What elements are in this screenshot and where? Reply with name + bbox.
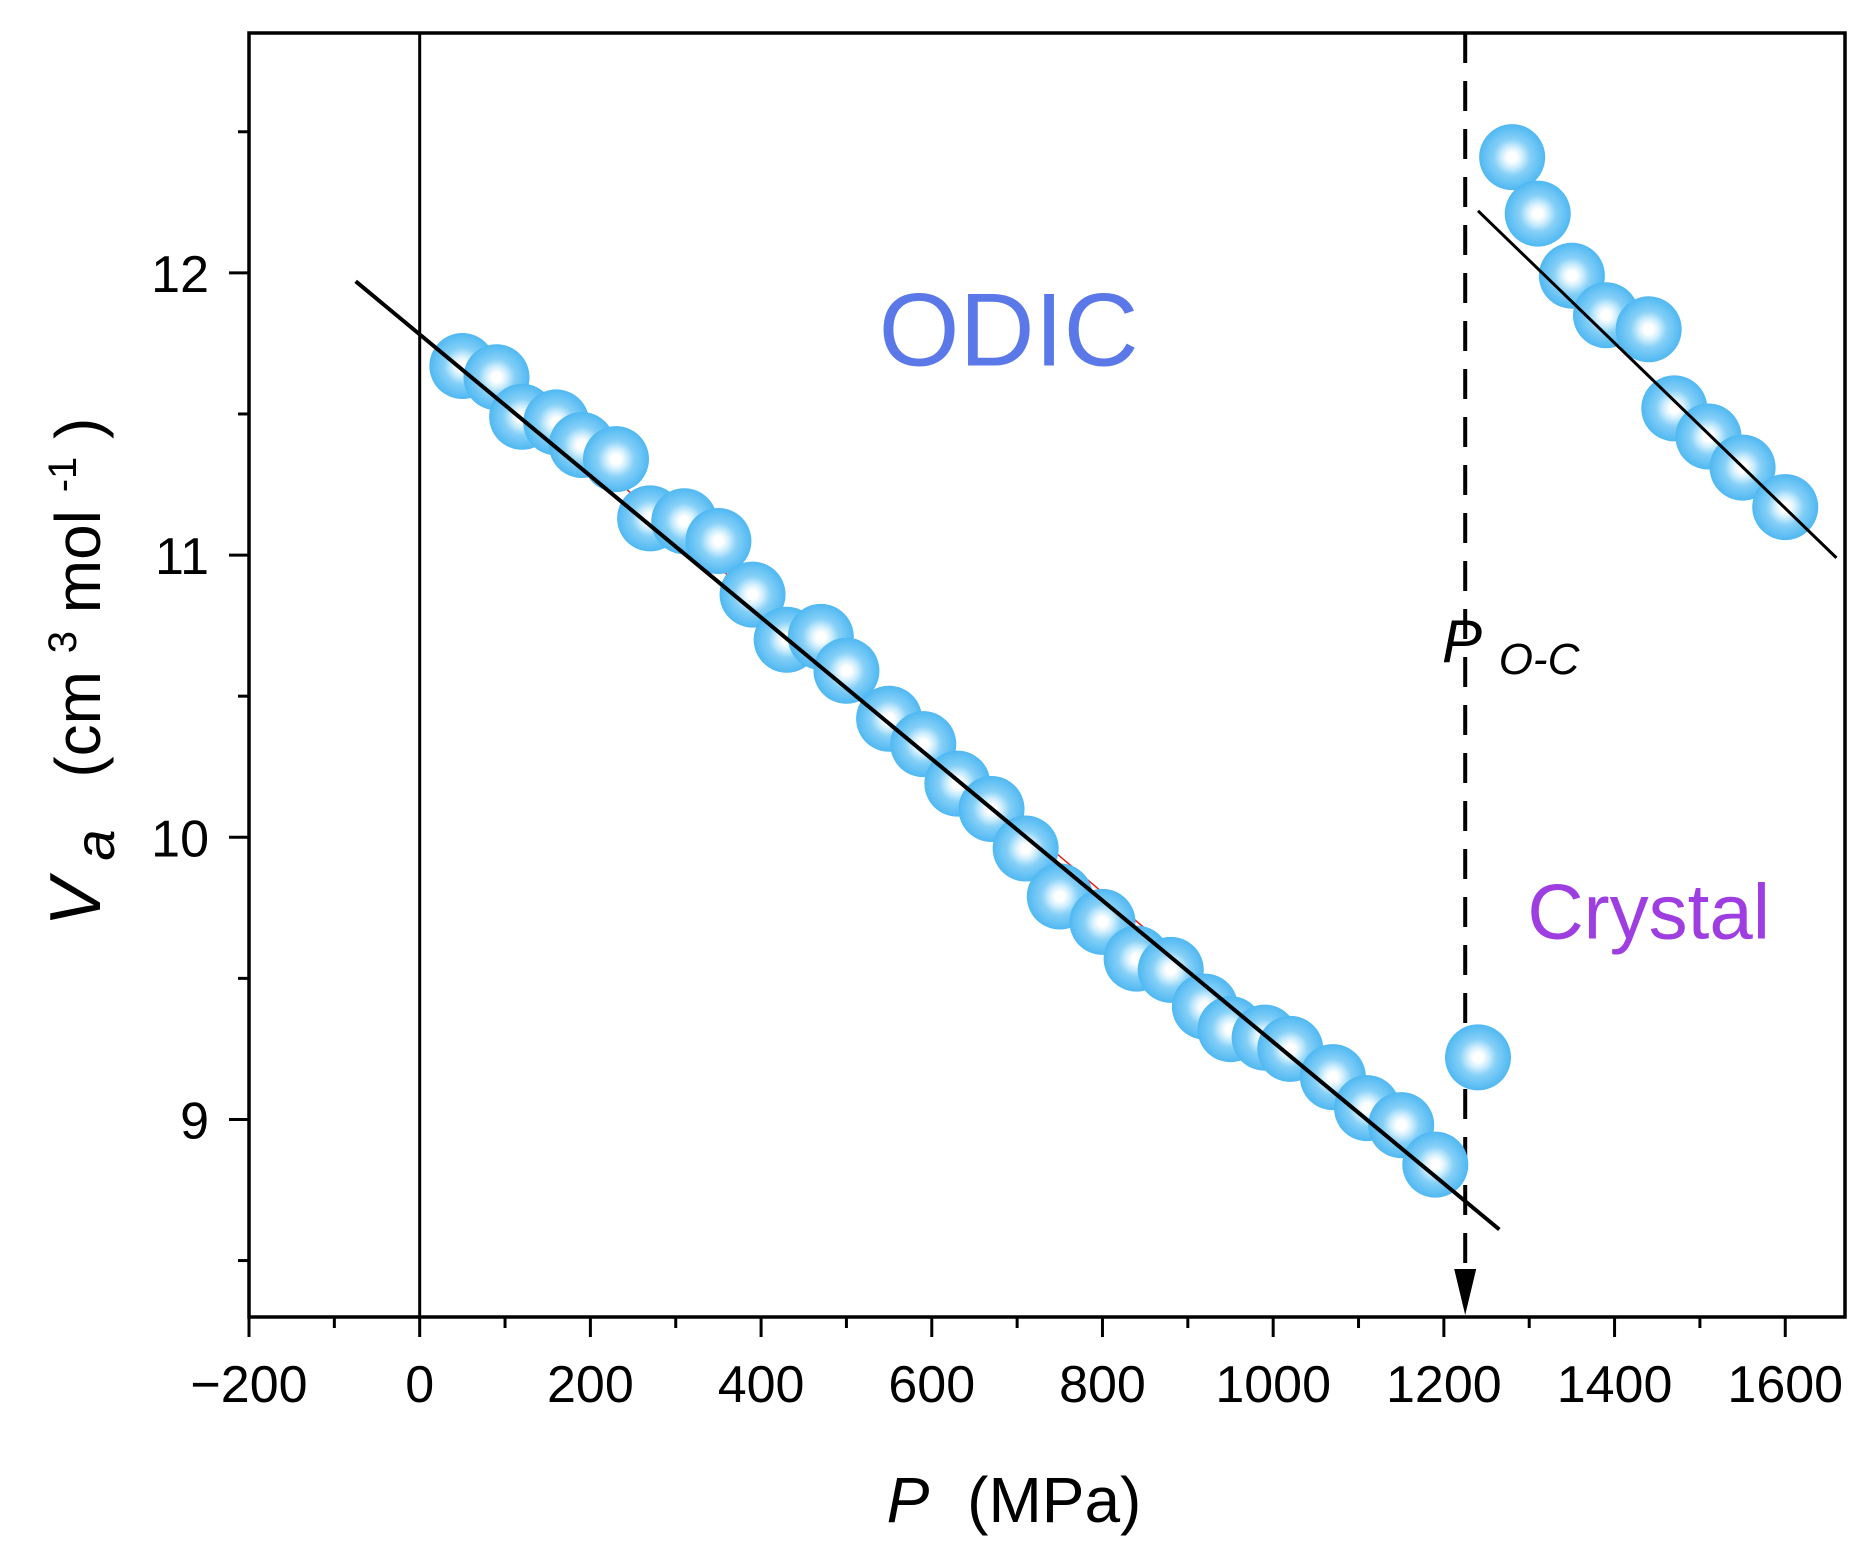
reference-lines-layer: [418, 33, 1477, 1317]
data-point-crystal: [1504, 180, 1571, 247]
data-point-marker: [1445, 1024, 1512, 1091]
y-axis-symbol: V: [36, 872, 116, 926]
y-axis-subscript: a: [63, 829, 126, 860]
data-point-odic: [1402, 1131, 1469, 1198]
transition-label: P O-C: [1442, 608, 1581, 684]
x-tick-label: −200: [190, 1356, 307, 1414]
y-axis-unit-sup2: -1: [41, 457, 85, 493]
y-tick-label: 11: [155, 528, 209, 586]
plot-frame: [247, 31, 1847, 1319]
y-axis-unit-mid: mol: [42, 510, 114, 613]
data-point-odic: [992, 815, 1059, 882]
x-tick-label: 200: [547, 1356, 634, 1414]
fit-line-odic: [354, 279, 1501, 1232]
y-tick-label: 10: [151, 810, 209, 868]
x-axis-unit: (MPa): [967, 1464, 1141, 1536]
y-axis-unit-sup1: 3: [41, 631, 85, 653]
ticks-layer: −200 0 200 400 600 800 1000 1200 1400 1600 9 10 11 12: [151, 130, 1843, 1414]
data-point-odic: [813, 637, 880, 704]
data-point-marker: [1615, 296, 1682, 363]
transition-symbol: P: [1442, 608, 1482, 675]
x-axis-symbol: P: [887, 1464, 930, 1536]
plot-frame-layer: [247, 31, 1847, 1319]
data-point-odic: [685, 507, 752, 574]
data-point-marker: [685, 507, 752, 574]
data-point-odic: [582, 426, 649, 493]
data-point-marker: [1479, 124, 1546, 191]
x-tick-label: 0: [405, 1356, 434, 1414]
y-axis-unit-close: ): [42, 418, 114, 439]
x-tick-label: 800: [1059, 1356, 1146, 1414]
data-point-marker: [582, 426, 649, 493]
data-point-marker: [1504, 180, 1571, 247]
x-tick-label: 600: [888, 1356, 975, 1414]
annotation-crystal: Crystal: [1527, 868, 1770, 956]
data-point-marker: [992, 815, 1059, 882]
data-point-odic: [719, 561, 786, 628]
x-tick-label: 1600: [1727, 1356, 1843, 1414]
data-point-crystal: [1445, 1024, 1512, 1091]
data-point-marker: [719, 561, 786, 628]
x-tick-label: 1200: [1386, 1356, 1502, 1414]
data-points-layer: [429, 124, 1819, 1198]
text-layer: P (MPa) V a (cm 3 mol -1 ) P O-C ODIC Cr…: [18, 272, 1770, 1536]
y-axis-unit-open: (cm: [42, 671, 114, 778]
transition-subscript: O-C: [1499, 635, 1581, 684]
data-point-crystal: [1479, 124, 1546, 191]
x-tick-label: 400: [718, 1356, 805, 1414]
x-tick-label: 1000: [1215, 1356, 1331, 1414]
y-tick-label: 12: [151, 246, 209, 304]
data-point-marker: [813, 637, 880, 704]
transition-arrowhead: [1454, 1269, 1477, 1315]
x-tick-label: 1400: [1557, 1356, 1673, 1414]
data-point-crystal: [1615, 296, 1682, 363]
data-point-marker: [1402, 1131, 1469, 1198]
fit-line-crystal: [1476, 209, 1838, 559]
y-axis-title: V a (cm 3 mol -1 ): [18, 418, 128, 927]
fit-lines-layer: [354, 209, 1838, 1232]
y-tick-label: 9: [180, 1092, 209, 1150]
x-axis-title: P (MPa): [887, 1464, 1142, 1536]
annotation-odic: ODIC: [879, 272, 1139, 388]
